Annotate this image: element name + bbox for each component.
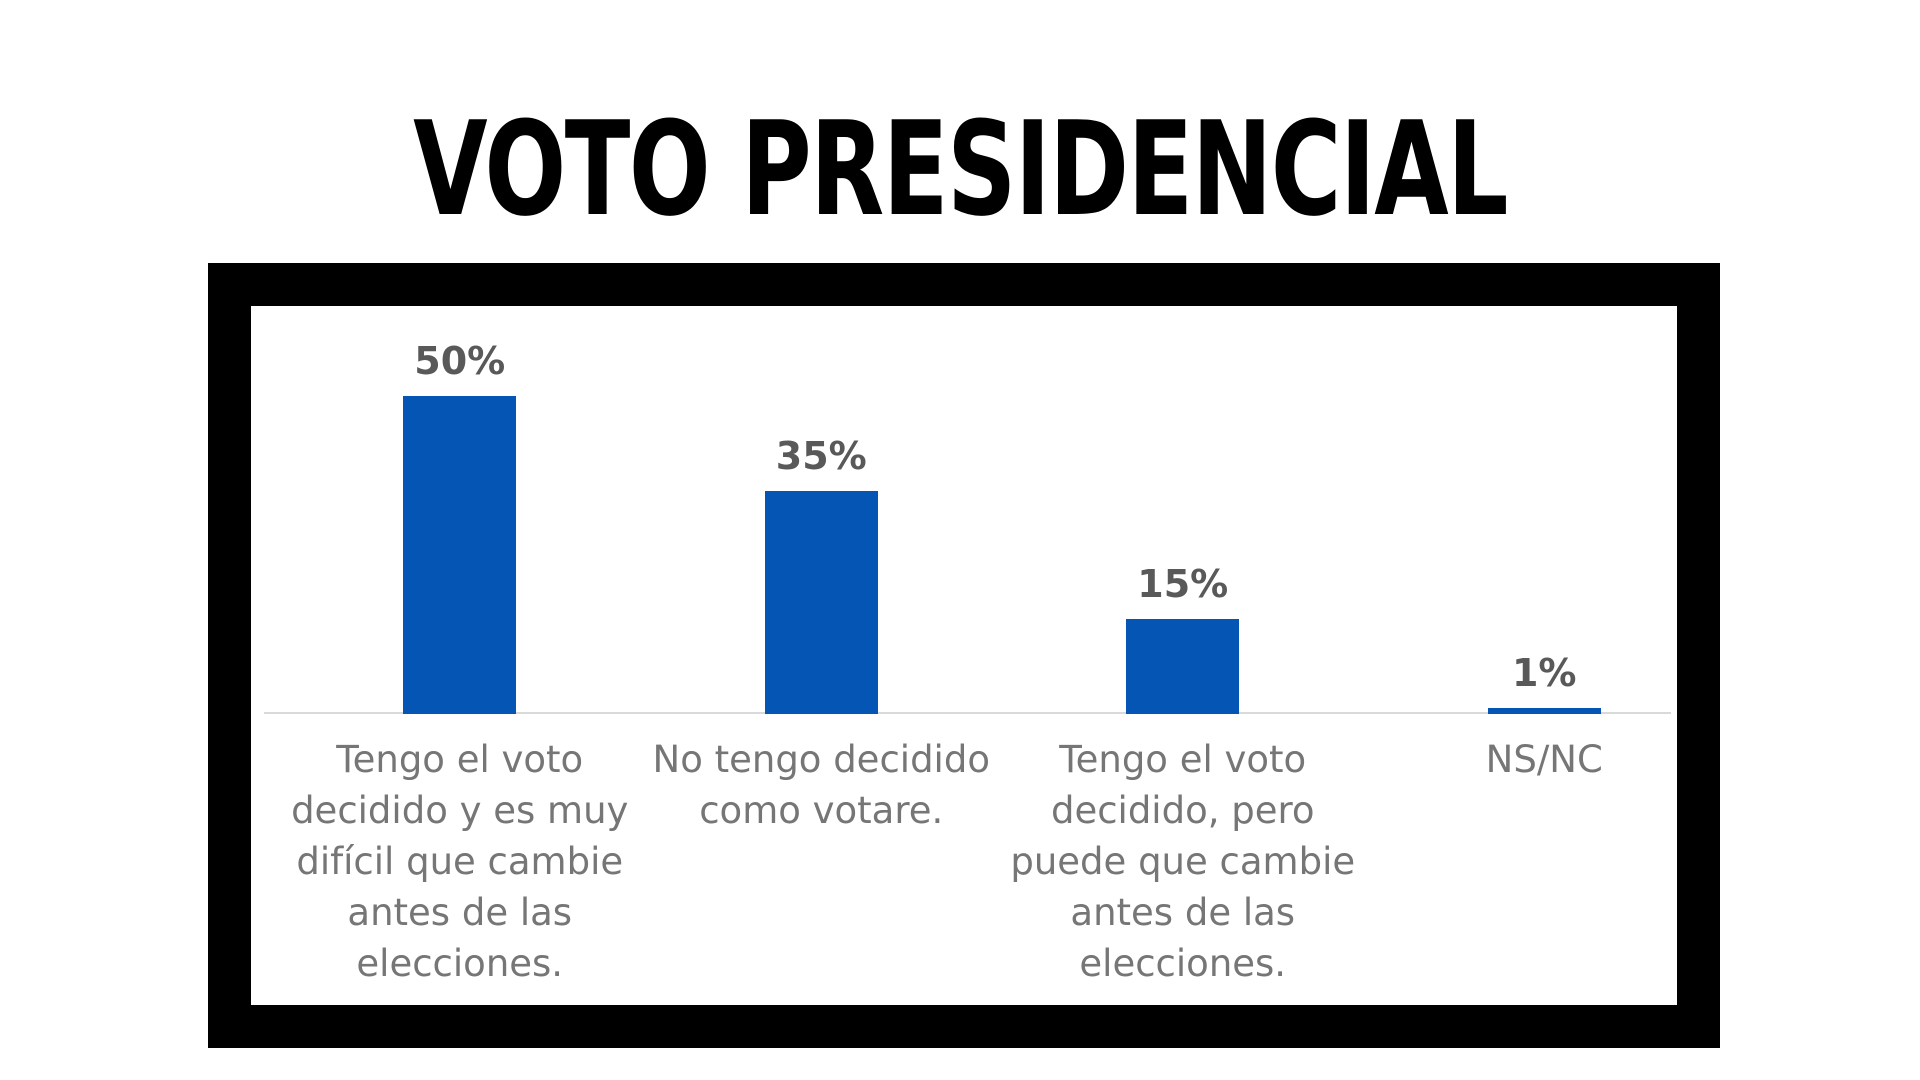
category-label: NS/NC — [1485, 738, 1603, 781]
value-label: 50% — [414, 339, 506, 383]
category-label: No tengo decidido como votare. — [652, 738, 990, 832]
bar — [403, 396, 517, 714]
bar — [1126, 619, 1240, 714]
value-label: 1% — [1511, 651, 1577, 695]
chart-title-container: VOTO PRESIDENCIAL — [0, 93, 1920, 245]
bar — [1487, 708, 1601, 714]
plot-area: 50% 35% 15% 1% Tengo el voto decidido y — [251, 306, 1677, 1005]
category-label: Tengo el voto decidido y es muy difícil … — [291, 738, 629, 985]
chart-frame: 50% 35% 15% 1% Tengo el voto decidido y — [208, 263, 1720, 1048]
bar-column: 1% — [1364, 306, 1726, 714]
chart-title: VOTO PRESIDENCIAL — [413, 93, 1508, 245]
value-label: 15% — [1137, 562, 1229, 606]
bar-column: 50% — [279, 306, 641, 714]
value-label: 35% — [775, 434, 867, 478]
category-axis-labels: Tengo el voto decidido y es muy difícil … — [279, 734, 1725, 989]
category-label: Tengo el voto decidido, pero puede que c… — [1010, 738, 1356, 985]
bar-column: 35% — [641, 306, 1003, 714]
x-axis-line — [264, 712, 1671, 714]
bar-column: 15% — [1002, 306, 1364, 714]
bar — [764, 491, 878, 714]
bar-columns: 50% 35% 15% 1% — [279, 306, 1725, 714]
